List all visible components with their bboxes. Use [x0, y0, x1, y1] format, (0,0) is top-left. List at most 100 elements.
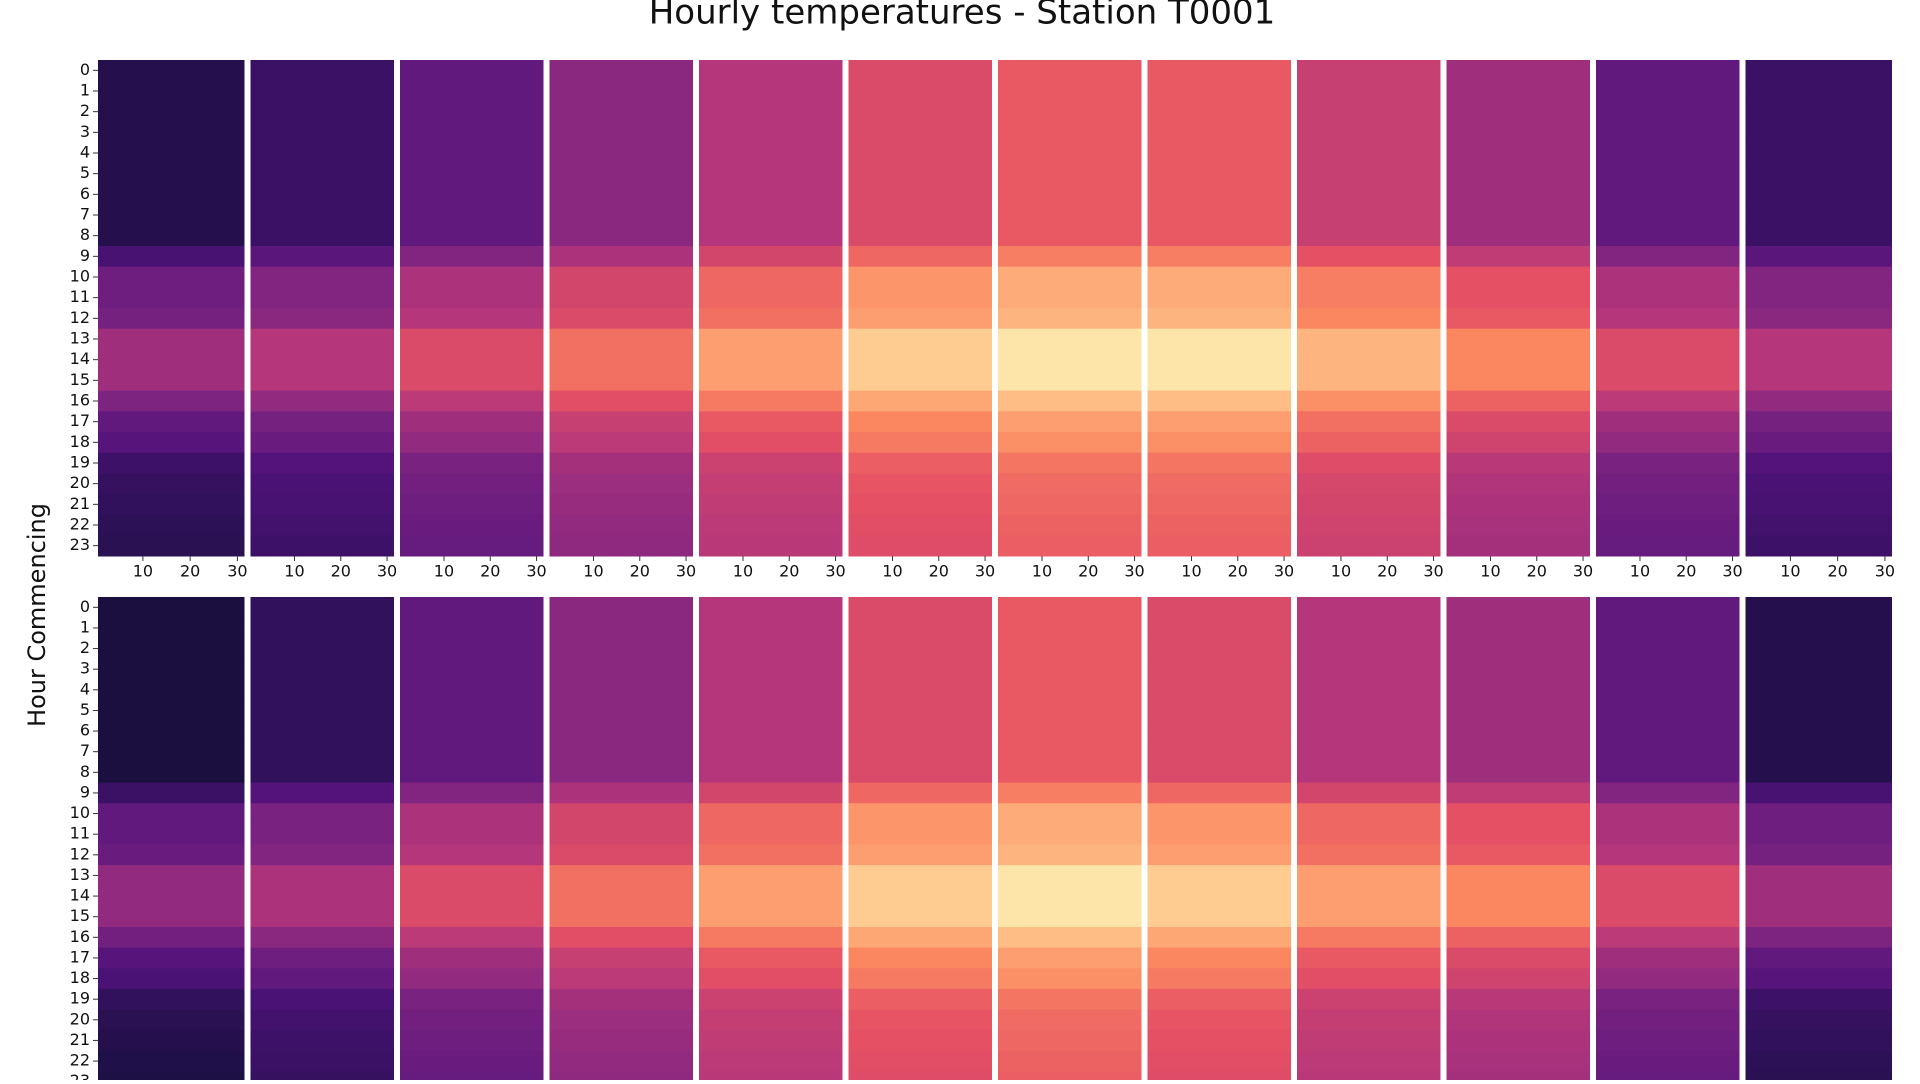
heat-cell	[549, 163, 693, 185]
heat-cell	[1297, 390, 1441, 412]
heat-cell	[1147, 803, 1291, 825]
heat-cell	[848, 597, 992, 619]
heat-cell	[699, 927, 843, 949]
heat-cell	[1745, 1009, 1892, 1031]
y-tick-label: 13	[70, 865, 90, 884]
heat-cell	[998, 638, 1142, 660]
heat-cell	[98, 782, 245, 804]
heat-cell	[250, 308, 394, 330]
heat-cell	[848, 287, 992, 309]
heat-cell	[1596, 349, 1740, 371]
heat-cell	[549, 101, 693, 123]
heat-cell	[549, 823, 693, 845]
y-tick-label: 14	[70, 349, 90, 368]
heat-cell	[1745, 514, 1892, 536]
heat-cell	[1745, 204, 1892, 226]
heat-cell	[250, 535, 394, 557]
heat-cell	[998, 349, 1142, 371]
heat-cell	[1745, 1071, 1892, 1084]
heat-cell	[848, 617, 992, 639]
heat-cell	[1596, 60, 1740, 82]
heat-cell	[1147, 988, 1291, 1010]
heat-cell	[1446, 782, 1590, 804]
heat-cell	[848, 535, 992, 557]
heat-cell	[250, 411, 394, 433]
heat-cell	[998, 246, 1142, 268]
heat-cell	[1147, 597, 1291, 619]
heat-cell	[400, 844, 544, 866]
heat-cell	[98, 101, 245, 123]
heat-cell	[1745, 535, 1892, 557]
heat-cell	[1745, 1030, 1892, 1052]
heat-cell	[549, 968, 693, 990]
heat-cell	[699, 204, 843, 226]
heat-cell	[400, 535, 544, 557]
heat-cell	[998, 411, 1142, 433]
heat-cell	[98, 494, 245, 516]
y-tick-label: 4	[80, 143, 90, 162]
heat-cell	[1596, 1071, 1740, 1084]
heat-cell	[848, 266, 992, 288]
heat-cell	[250, 988, 394, 1010]
heat-cell	[1147, 1009, 1291, 1031]
heat-cell	[400, 720, 544, 742]
heat-cell	[1745, 803, 1892, 825]
y-tick-label: 5	[80, 163, 90, 182]
heat-cell	[98, 988, 245, 1010]
heat-cell	[400, 927, 544, 949]
heat-cell	[250, 473, 394, 495]
heat-cell	[98, 823, 245, 845]
heat-cell	[848, 494, 992, 516]
heat-cell	[1297, 494, 1441, 516]
heat-cell	[699, 782, 843, 804]
heat-cell	[1596, 658, 1740, 680]
heat-cell	[848, 968, 992, 990]
heat-cell	[400, 370, 544, 392]
heat-cell	[1745, 782, 1892, 804]
heat-cell	[98, 927, 245, 949]
heat-cell	[98, 1009, 245, 1031]
heat-cell	[1297, 308, 1441, 330]
heat-cell	[400, 328, 544, 350]
heat-cell	[848, 700, 992, 722]
heat-cell	[400, 349, 544, 371]
heat-cell	[1147, 927, 1291, 949]
heat-cell	[998, 101, 1142, 123]
heat-cell	[1147, 122, 1291, 144]
heat-cell	[1596, 101, 1740, 123]
heat-cell	[1596, 142, 1740, 164]
heat-cell	[1147, 906, 1291, 928]
heat-cell	[549, 617, 693, 639]
heat-cell	[699, 370, 843, 392]
heat-cell	[1147, 968, 1291, 990]
heat-cell	[1297, 679, 1441, 701]
heat-cell	[549, 597, 693, 619]
heat-cell	[98, 80, 245, 102]
heat-cell	[998, 163, 1142, 185]
x-tick-label: 20	[779, 562, 799, 581]
heat-cell	[549, 885, 693, 907]
heat-cell	[250, 60, 394, 82]
heat-cell	[549, 452, 693, 474]
heat-cell	[1147, 101, 1291, 123]
heat-cell	[1745, 432, 1892, 454]
heat-cell	[549, 246, 693, 268]
heat-cell	[1596, 720, 1740, 742]
heat-cell	[549, 287, 693, 309]
heat-cell	[1297, 60, 1441, 82]
heat-cell	[1596, 287, 1740, 309]
heat-cell	[400, 101, 544, 123]
heat-cell	[699, 700, 843, 722]
y-tick-label: 18	[70, 968, 90, 987]
heat-cell	[699, 1009, 843, 1031]
x-tick-label: 30	[377, 562, 397, 581]
heat-cell	[699, 638, 843, 660]
heat-cell	[1745, 597, 1892, 619]
x-tick-label: 20	[1676, 562, 1696, 581]
heat-cell	[1446, 844, 1590, 866]
heat-cell	[1745, 163, 1892, 185]
heat-cell	[250, 906, 394, 928]
heat-cell	[1147, 60, 1291, 82]
y-tick-label: 4	[80, 679, 90, 698]
heat-cell	[1147, 762, 1291, 784]
